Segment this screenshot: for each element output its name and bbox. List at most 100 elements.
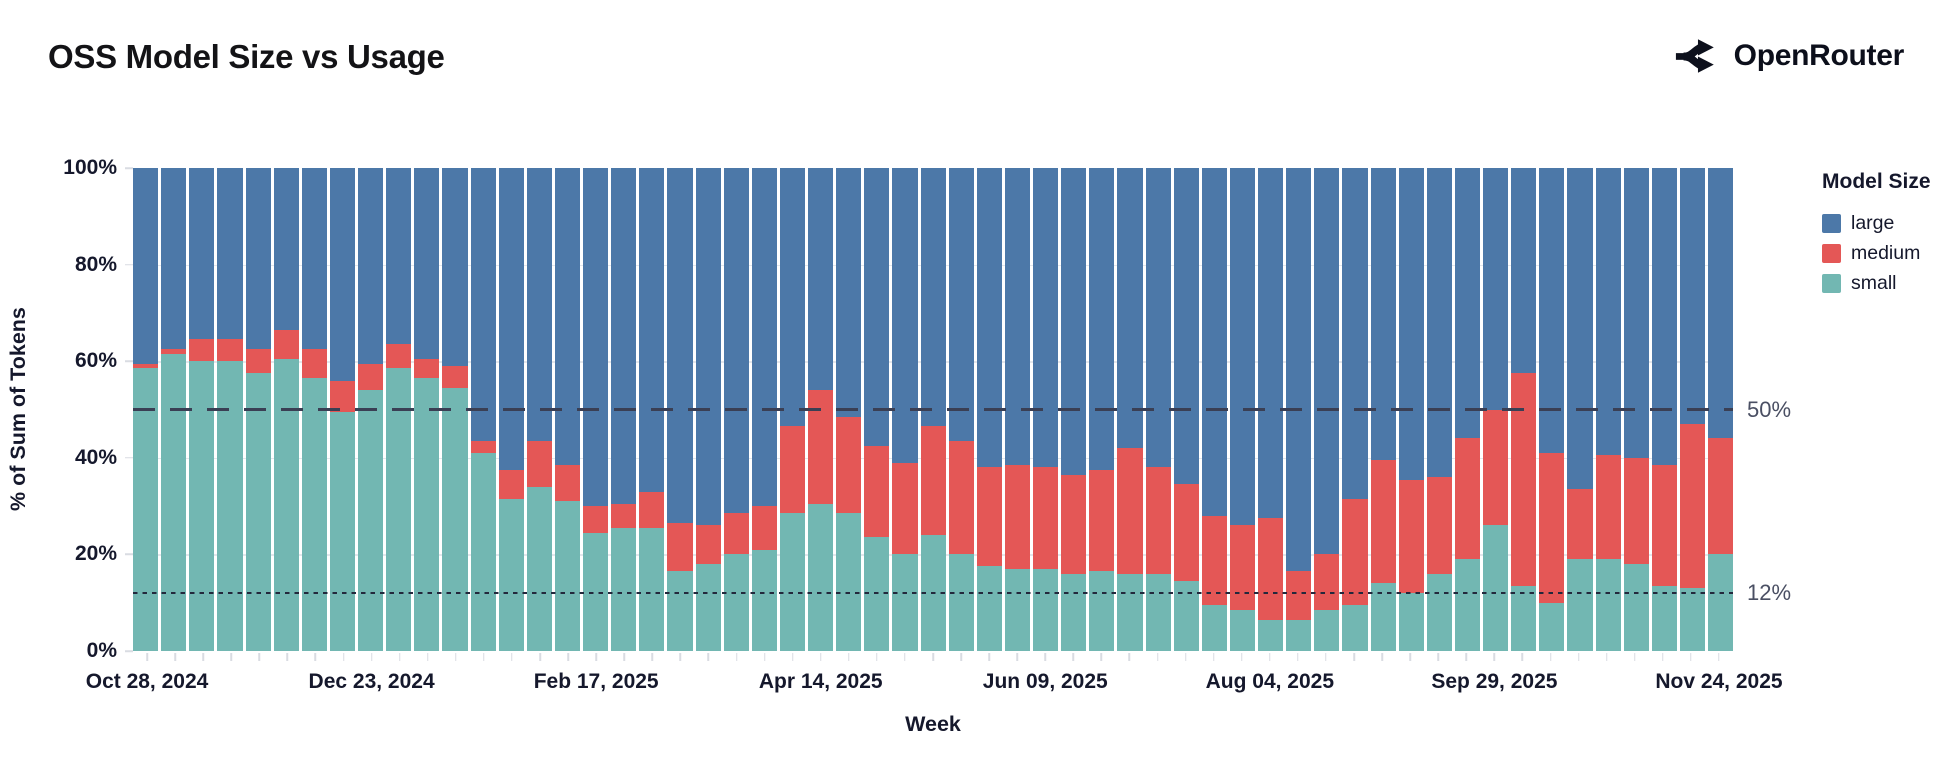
bar-segment-large[interactable] (1623, 168, 1649, 458)
bar-segment-small[interactable] (836, 513, 862, 651)
bar-week[interactable] (358, 168, 384, 651)
bar-segment-small[interactable] (1595, 559, 1621, 651)
bar-segment-medium[interactable] (1567, 489, 1593, 560)
bar-segment-medium[interactable] (1679, 423, 1705, 589)
bar-segment-small[interactable] (133, 368, 159, 651)
bar-segment-small[interactable] (1398, 593, 1424, 651)
bar-segment-small[interactable] (414, 378, 440, 651)
bar-segment-medium[interactable] (1229, 525, 1255, 610)
bar-segment-small[interactable] (948, 554, 974, 651)
bar-segment-large[interactable] (498, 168, 524, 470)
bar-segment-large[interactable] (189, 168, 215, 340)
bar-week[interactable] (1454, 168, 1480, 651)
bar-week[interactable] (1201, 168, 1227, 651)
bar-segment-large[interactable] (976, 168, 1002, 468)
bar-segment-large[interactable] (1651, 168, 1677, 466)
bar-segment-small[interactable] (1004, 568, 1030, 651)
bar-segment-medium[interactable] (976, 467, 1002, 567)
bar-week[interactable] (1595, 168, 1621, 651)
bar-segment-small[interactable] (667, 571, 693, 651)
bar-segment-small[interactable] (1511, 585, 1537, 651)
bar-segment-medium[interactable] (1061, 474, 1087, 574)
bar-segment-medium[interactable] (554, 465, 580, 502)
bar-segment-small[interactable] (779, 513, 805, 651)
bar-segment-medium[interactable] (1595, 455, 1621, 560)
bar-week[interactable] (892, 168, 918, 651)
bar-segment-large[interactable] (329, 168, 355, 381)
bar-segment-medium[interactable] (526, 440, 552, 487)
bar-segment-medium[interactable] (1426, 477, 1452, 574)
bar-segment-large[interactable] (1201, 168, 1227, 516)
bar-week[interactable] (414, 168, 440, 651)
bar-week[interactable] (808, 168, 834, 651)
bar-segment-small[interactable] (1539, 602, 1565, 651)
bar-week[interactable] (329, 168, 355, 651)
bar-segment-large[interactable] (1286, 168, 1312, 572)
bar-segment-small[interactable] (1483, 525, 1509, 651)
bar-week[interactable] (1511, 168, 1537, 651)
bar-segment-large[interactable] (1314, 168, 1340, 555)
bar-week[interactable] (1061, 168, 1087, 651)
bar-segment-small[interactable] (161, 353, 187, 651)
bar-segment-large[interactable] (1708, 168, 1734, 439)
bar-week[interactable] (976, 168, 1002, 651)
bar-segment-medium[interactable] (1173, 484, 1199, 581)
bar-segment-medium[interactable] (920, 426, 946, 536)
bar-segment-small[interactable] (1454, 559, 1480, 651)
bar-week[interactable] (133, 168, 159, 651)
bar-week[interactable] (1258, 168, 1284, 651)
bar-week[interactable] (498, 168, 524, 651)
bar-segment-large[interactable] (808, 168, 834, 391)
bar-segment-large[interactable] (779, 168, 805, 427)
bar-week[interactable] (273, 168, 299, 651)
bar-segment-small[interactable] (1145, 573, 1171, 651)
bar-segment-medium[interactable] (1398, 479, 1424, 594)
bar-segment-medium[interactable] (1117, 448, 1143, 574)
bar-segment-large[interactable] (245, 168, 271, 350)
bar-week[interactable] (1286, 168, 1312, 651)
bar-week[interactable] (1089, 168, 1115, 651)
bar-segment-large[interactable] (1567, 168, 1593, 490)
bar-segment-medium[interactable] (1623, 457, 1649, 565)
bar-segment-small[interactable] (498, 498, 524, 651)
bar-segment-large[interactable] (386, 168, 412, 345)
bar-segment-medium[interactable] (1342, 498, 1368, 606)
bar-segment-small[interactable] (526, 486, 552, 651)
bar-segment-small[interactable] (1229, 609, 1255, 651)
bar-week[interactable] (161, 168, 187, 651)
bar-segment-medium[interactable] (358, 363, 384, 391)
bar-segment-small[interactable] (217, 361, 243, 651)
bar-segment-small[interactable] (470, 452, 496, 651)
bar-segment-small[interactable] (1033, 568, 1059, 651)
bar-week[interactable] (554, 168, 580, 651)
bar-segment-medium[interactable] (723, 513, 749, 555)
bar-week[interactable] (1398, 168, 1424, 651)
bar-week[interactable] (526, 168, 552, 651)
bar-week[interactable] (611, 168, 637, 651)
bar-segment-small[interactable] (1623, 564, 1649, 651)
bar-segment-small[interactable] (1258, 619, 1284, 651)
bar-segment-medium[interactable] (1033, 467, 1059, 569)
bar-segment-small[interactable] (639, 527, 665, 651)
bar-segment-large[interactable] (1539, 168, 1565, 453)
bar-segment-medium[interactable] (442, 366, 468, 388)
bar-segment-large[interactable] (1117, 168, 1143, 449)
bar-segment-medium[interactable] (498, 469, 524, 499)
bar-segment-large[interactable] (1173, 168, 1199, 485)
bar-week[interactable] (1651, 168, 1677, 651)
bar-segment-medium[interactable] (611, 503, 637, 528)
bar-segment-small[interactable] (386, 368, 412, 651)
bar-segment-small[interactable] (273, 358, 299, 651)
bar-segment-small[interactable] (245, 373, 271, 651)
bar-segment-medium[interactable] (836, 416, 862, 514)
bar-week[interactable] (1342, 168, 1368, 651)
bar-segment-large[interactable] (414, 168, 440, 359)
bar-week[interactable] (1314, 168, 1340, 651)
bar-week[interactable] (1229, 168, 1255, 651)
bar-segment-small[interactable] (1089, 571, 1115, 651)
bar-week[interactable] (1117, 168, 1143, 651)
bar-segment-large[interactable] (723, 168, 749, 514)
bar-week[interactable] (723, 168, 749, 651)
bar-segment-large[interactable] (133, 168, 159, 364)
bar-segment-medium[interactable] (1370, 460, 1396, 584)
